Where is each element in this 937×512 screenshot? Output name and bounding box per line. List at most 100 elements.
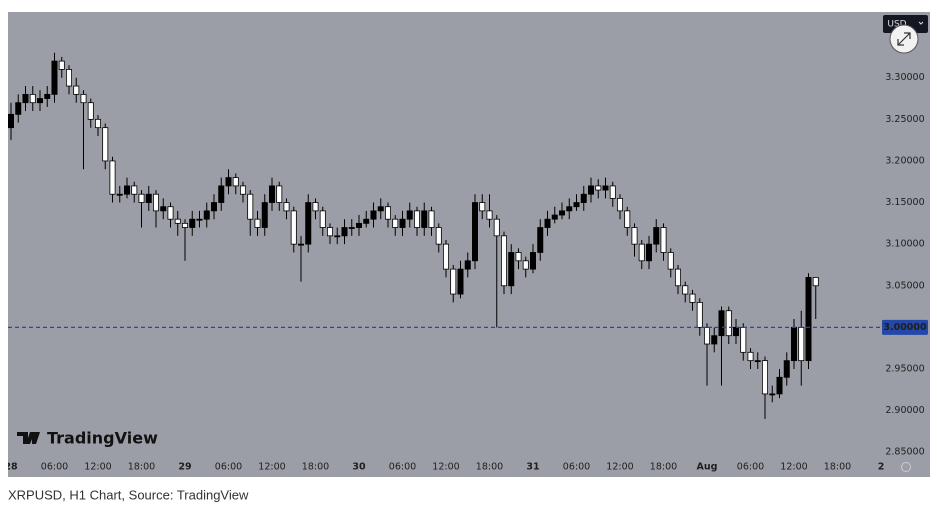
candle-body-down [58,60,65,70]
candle-body-up [718,310,725,337]
candle-body-up [530,252,537,270]
candle-body-up [791,326,798,362]
candle-body-down [762,360,769,395]
x-tick-label: 18:00 [128,462,155,473]
candle-body-down [747,351,754,362]
candle-body-down [704,326,711,345]
x-tick-label: 12:00 [780,462,807,473]
candle-body-down [435,227,442,245]
candle-body-down [442,243,449,270]
candle-body-down [450,268,457,295]
candle-body-down [181,222,188,228]
candle-body-up [363,218,370,224]
candle-body-down [254,218,261,228]
candle-body-up [377,206,384,212]
candle-body-up [776,376,783,395]
candle-body-down [87,102,94,120]
candle-body-down [812,277,819,287]
candle-body-up [783,360,790,378]
x-tick-label: 06:00 [563,462,590,473]
x-tick-label: 29 [178,462,191,473]
candle-body-up [559,210,566,216]
candle-body-up [210,202,217,212]
y-tick-label: 3.10000 [885,239,924,250]
candle-body-up [733,326,740,337]
candle-body-down [486,210,493,220]
candle-body-down [73,85,80,95]
candle-body-down [102,127,109,162]
candle-body-up [421,210,428,228]
x-tick-label: 31 [526,462,539,473]
candle-body-up [44,93,51,99]
candle-body-up [15,102,22,115]
candle-body-up [588,185,595,195]
y-tick-label: 3.25000 [885,114,924,125]
candle-body-up [646,243,653,262]
candle-body-up [602,185,609,191]
candle-body-up [573,202,580,208]
candle-body-down [675,268,682,287]
settings-icon[interactable] [901,462,911,472]
watermark-text: TradingView [47,429,158,448]
candle-body-down [290,210,297,245]
candle-body-up [355,222,362,228]
candle-body-down [138,193,145,203]
candle-body-up [399,218,406,228]
candle-body-down [660,227,667,253]
candle-body-down [29,93,36,104]
candle-body-down [276,185,283,203]
candle-body-up [464,260,471,270]
expand-icon [897,32,911,46]
x-tick-label: 18:00 [302,462,329,473]
candle-body-up [297,243,304,246]
currency-label[interactable]: USD [887,20,906,30]
watermark: TradingView [17,429,158,448]
candle-body-down [109,160,116,195]
x-tick-label: 06:00 [215,462,242,473]
candle-body-up [457,268,464,295]
candle-body-down [638,243,645,262]
candle-body-up [116,193,123,196]
candle-body-down [522,260,529,270]
candle-body-down [66,69,73,87]
x-tick-label: Aug [697,462,718,473]
candle-body-up [754,360,761,363]
candle-body-down [232,177,239,187]
candle-body-down [725,310,732,337]
candle-body-down [95,118,102,129]
candle-body-up [334,235,341,238]
candle-body-down [167,206,174,220]
candle-body-down [283,202,290,212]
chart-panel [8,12,930,477]
candle-body-down [740,326,747,353]
candle-body-up [22,93,29,104]
caption: XRPUSD, H1 Chart, Source: TradingView [8,487,249,502]
price-label: 3.00000 [883,322,927,333]
y-tick-label: 3.30000 [885,72,924,83]
candle-body-up [305,202,312,245]
candle-body-down [682,285,689,295]
x-tick-label: 18:00 [824,462,851,473]
x-tick-label: 12:00 [432,462,459,473]
candle-body-up [261,202,268,228]
candle-body-up [218,185,225,203]
candle-body-up [189,218,196,228]
candle-body-up [268,185,275,203]
candle-body-down [428,210,435,228]
price-label-box [882,319,928,335]
candle-body-up [406,210,413,220]
x-tick-label: 06:00 [737,462,764,473]
candle-body-down [631,227,638,245]
x-tick-label: 30 [352,462,366,473]
y-tick-label: 2.95000 [885,363,924,374]
y-tick-label: 3.20000 [885,155,924,166]
candle-body-down [595,185,602,191]
x-tick-label: 12:00 [258,462,285,473]
candle-body-up [225,177,232,187]
candle-body-down [247,193,254,220]
candle-body-down [798,326,805,362]
plot: 28 06:00 12:00 18:00 29 06:00 12:00 18:00 30 06:0… [8,52,884,473]
candle-body-down [131,185,138,195]
candle-body-down [326,227,333,237]
